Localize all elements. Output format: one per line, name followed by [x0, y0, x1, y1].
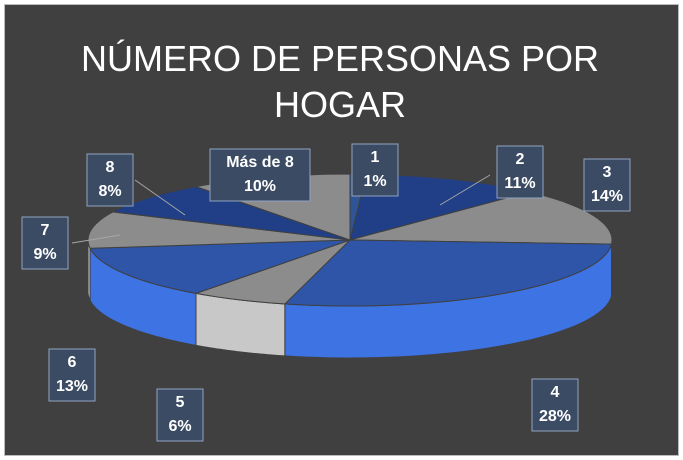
pie-slice — [87, 211, 351, 249]
pie-slice — [89, 239, 351, 294]
data-label-box — [583, 158, 631, 212]
data-label-value: 9% — [33, 246, 56, 263]
leader-line — [71, 234, 121, 244]
data-label-box — [86, 153, 134, 207]
data-label-category: 8 — [106, 159, 115, 176]
data-label-value: 13% — [56, 378, 88, 395]
data-label-category: 5 — [176, 394, 185, 411]
data-label-value: 28% — [539, 408, 571, 425]
data-label-box — [496, 145, 544, 199]
data-label-value: 11% — [504, 175, 535, 192]
data-label-category: 2 — [516, 151, 525, 168]
data-label-box — [351, 143, 399, 197]
pie-slice — [111, 186, 351, 241]
pie-slice — [194, 239, 351, 305]
data-label-category: 3 — [603, 164, 612, 181]
data-label-box — [531, 378, 579, 432]
data-label-category: Más de 8 — [226, 154, 294, 171]
data-label-box — [48, 348, 96, 402]
data-label-value: 8% — [98, 183, 121, 200]
pie-slice — [349, 191, 613, 245]
pie-slice — [283, 239, 613, 307]
data-label-box — [156, 388, 204, 442]
leader-line — [134, 179, 186, 216]
leader-line — [439, 174, 491, 206]
data-label-value: 6% — [168, 418, 191, 435]
data-label-value: 1% — [363, 173, 386, 190]
chart-title: NÚMERO DE PERSONAS POR HOGAR — [80, 38, 600, 125]
data-label-category: 6 — [68, 354, 77, 371]
data-label-box — [21, 216, 69, 270]
data-label-category: 7 — [41, 222, 50, 239]
data-label-box — [209, 148, 311, 202]
data-label-category: 4 — [551, 384, 560, 401]
data-label-value: 14% — [591, 188, 623, 205]
pie-slice-side — [87, 239, 91, 301]
data-label-value: 10% — [244, 178, 276, 195]
data-label-category: 1 — [371, 149, 380, 166]
